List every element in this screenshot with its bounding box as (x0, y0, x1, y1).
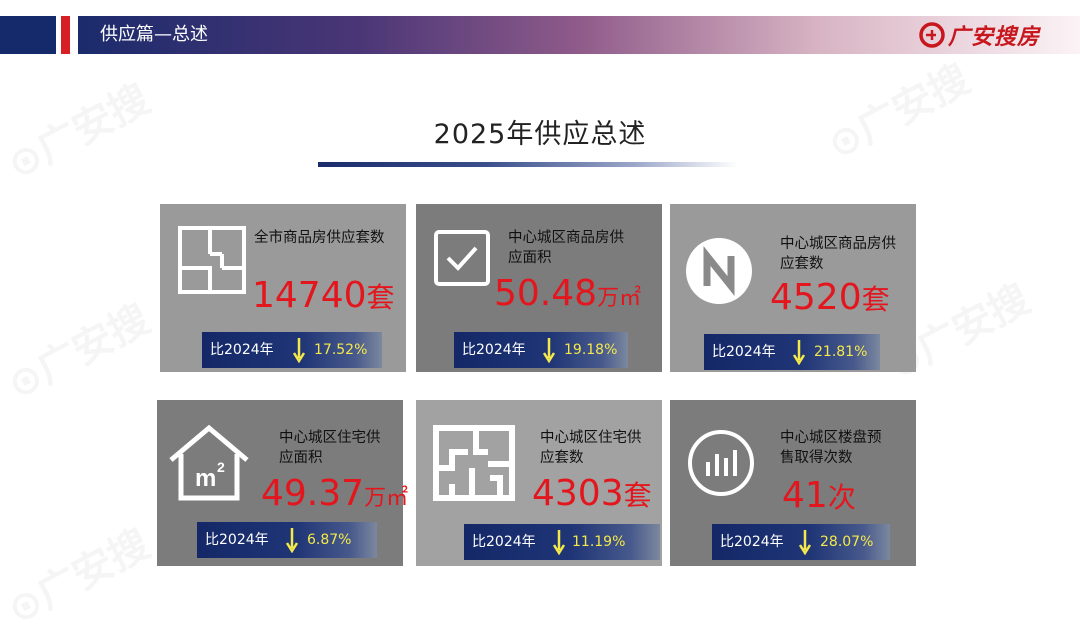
card-label: 全市商品房供应套数 (254, 230, 385, 246)
watermark: ⊙广安搜 (820, 56, 978, 169)
header-block-red (61, 16, 70, 54)
title-underline (318, 162, 738, 167)
watermark: ⊙广安搜 (0, 296, 158, 409)
change-percent: 19.18% (564, 342, 618, 358)
compare-label: 比2024年 (462, 342, 526, 358)
compare-bar: 比2024年 21.81% (704, 334, 880, 370)
arrow-down-icon (792, 340, 806, 365)
brand-logo: 广安搜房 (918, 17, 1068, 53)
compare-bar: 比2024年 19.18% (454, 332, 628, 368)
card-value: 49.37万㎡ (261, 473, 409, 514)
change-percent: 11.19% (572, 534, 626, 550)
change-percent: 17.52% (314, 342, 368, 358)
header-title: 供应篇—总述 (100, 24, 208, 45)
n-circle-icon (686, 238, 752, 304)
stat-card-center-residential-area: m 2 中心城区住宅供应面积 49.37万㎡ 比2024年 6.87% (157, 400, 408, 566)
compare-label: 比2024年 (205, 532, 269, 548)
card-value: 4303套 (532, 473, 652, 514)
arrow-down-icon (292, 338, 306, 363)
compare-label: 比2024年 (712, 344, 776, 360)
arrow-down-icon (285, 528, 299, 553)
header-block-navy (0, 16, 56, 54)
svg-text:m: m (195, 465, 216, 492)
logo-mark-icon (919, 22, 945, 48)
arrow-down-icon (542, 338, 556, 363)
house-m2-icon: m 2 (169, 424, 249, 501)
card-value: 4520套 (770, 277, 890, 318)
stat-card-center-commercial-units: 中心城区商品房供应套数 4520套 比2024年 21.81% (670, 204, 916, 372)
logo-text: 广安搜房 (948, 25, 1041, 50)
stat-card-city-supply-units: 全市商品房供应套数 14740套 比2024年 17.52% (160, 204, 406, 372)
card-value: 50.48万㎡ (494, 273, 642, 314)
compare-bar: 比2024年 28.07% (712, 524, 890, 560)
change-percent: 21.81% (814, 344, 868, 360)
floorplan-icon (178, 226, 246, 294)
stat-card-center-commercial-area: 中心城区商品房供应面积 50.48万㎡ 比2024年 19.18% (416, 204, 662, 372)
compare-bar: 比2024年 11.19% (464, 524, 660, 560)
bar-circle-icon (688, 430, 754, 496)
card-label: 中心城区楼盘预售取得次数 (780, 430, 882, 466)
card-label: 中心城区住宅供应套数 (540, 430, 642, 466)
change-percent: 28.07% (820, 534, 874, 550)
compare-label: 比2024年 (720, 534, 784, 550)
checkbox-icon (434, 230, 490, 286)
compare-label: 比2024年 (472, 534, 536, 550)
card-label: 中心城区商品房供应面积 (508, 230, 624, 266)
svg-text:2: 2 (217, 459, 225, 475)
compare-bar: 比2024年 6.87% (197, 522, 377, 558)
compare-label: 比2024年 (210, 342, 274, 358)
arrow-down-icon (798, 530, 812, 555)
compare-bar: 比2024年 17.52% (202, 332, 382, 368)
card-value: 14740套 (252, 275, 395, 316)
change-percent: 6.87% (307, 532, 352, 548)
watermark: ⊙广安搜 (0, 521, 158, 634)
card-value: 41次 (782, 475, 856, 516)
header-bar (78, 16, 1080, 54)
stat-card-center-presale-permits: 中心城区楼盘预售取得次数 41次 比2024年 28.07% (670, 400, 916, 566)
stat-card-center-residential-units: 中心城区住宅供应套数 4303套 比2024年 11.19% (416, 400, 662, 566)
page-title: 2025年供应总述 (433, 119, 647, 150)
card-label: 中心城区商品房供应套数 (780, 236, 896, 272)
layout-icon (433, 425, 515, 501)
arrow-down-icon (552, 530, 566, 555)
card-label: 中心城区住宅供应面积 (279, 430, 381, 466)
